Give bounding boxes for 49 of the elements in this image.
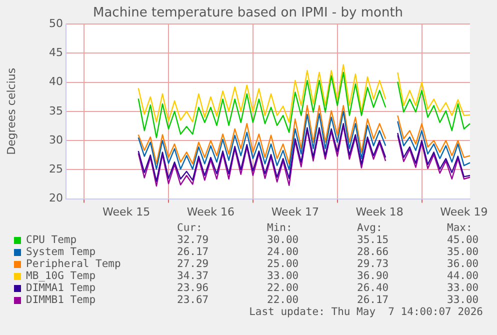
text: 45.00: [447, 234, 479, 246]
text: 33.00: [267, 270, 299, 282]
text: 29.73: [357, 258, 389, 270]
x-tick-label: Week 17: [271, 205, 319, 218]
text: 35.00: [447, 246, 479, 258]
text: 26.17: [177, 246, 209, 258]
y-tick-label: 50: [49, 16, 63, 30]
chart-title: Machine temperature based on IPMI - by month: [92, 5, 404, 20]
x-tick-label: Week 19: [440, 205, 488, 218]
y-axis-title: Degrees celcius: [4, 68, 18, 155]
text: 32.79: [177, 234, 209, 246]
text: 25.00: [267, 258, 299, 270]
text: Min:: [267, 222, 292, 234]
text: 35.15: [357, 234, 389, 246]
text: 30.00: [267, 234, 299, 246]
text: Cur:: [177, 222, 202, 234]
text: 34.37: [177, 270, 209, 282]
text: 27.29: [177, 258, 209, 270]
legend-label: DIMMA1 Temp: [26, 282, 96, 294]
y-tick-label: 25: [49, 162, 63, 176]
text: 23.96: [177, 282, 209, 294]
text: Last update: Thu May 7 14:00:07 2026: [249, 306, 483, 318]
text: 36.00: [447, 258, 479, 270]
text: 44.00: [447, 270, 479, 282]
legend-label: System Temp: [26, 246, 96, 258]
y-tick-label: 35: [49, 104, 63, 118]
text: Avg:: [357, 222, 382, 234]
y-tick-label: 20: [49, 192, 63, 205]
text: 24.00: [267, 246, 299, 258]
legend-label: Peripheral Temp: [26, 258, 121, 270]
text: 28.66: [357, 246, 389, 258]
x-tick-label: Week 18: [356, 205, 404, 218]
y-tick-label: 45: [49, 46, 63, 59]
text: 36.90: [357, 270, 389, 282]
text: 22.00: [267, 282, 299, 294]
legend-label: MB_10G Temp: [26, 270, 96, 282]
legend-label: DIMMB1 Temp: [26, 294, 96, 306]
text: 22.00: [267, 294, 299, 306]
y-tick-label: 30: [49, 133, 63, 146]
text: 26.40: [357, 282, 389, 294]
y-tick-label: 40: [49, 75, 63, 88]
text: 33.00: [447, 282, 479, 294]
x-tick-label: Week 15: [102, 205, 150, 218]
legend-label: CPU Temp: [26, 234, 77, 246]
text: 26.17: [357, 294, 389, 306]
x-tick-label: Week 16: [186, 205, 235, 218]
text: 33.00: [447, 294, 479, 306]
text: Max:: [447, 222, 472, 234]
text: 23.67: [177, 294, 209, 306]
